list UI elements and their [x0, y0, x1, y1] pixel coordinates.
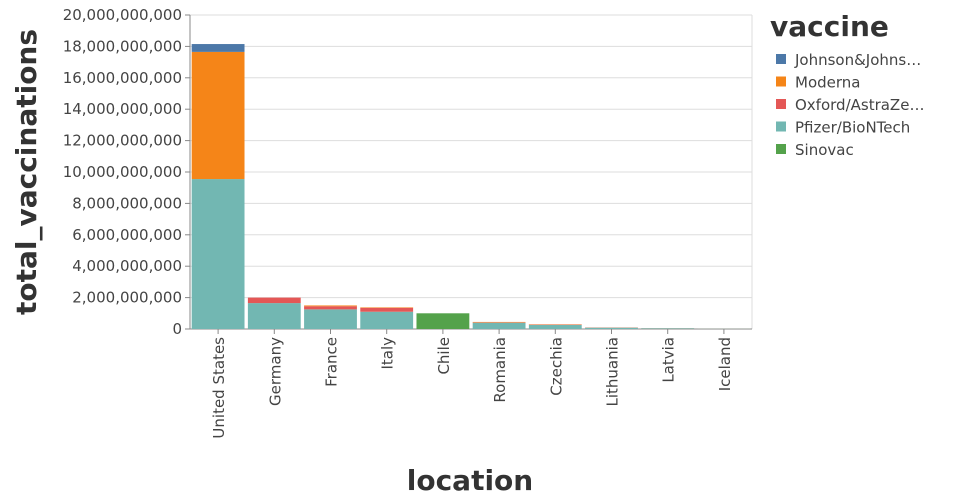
- y-axis-title: total_vaccinations: [10, 29, 43, 315]
- legend-swatch: [776, 76, 786, 87]
- bar-segment: [585, 327, 638, 329]
- legend-label: Moderna: [795, 74, 860, 92]
- x-tick-label: Latvia: [660, 337, 678, 383]
- legend-swatch: [776, 99, 786, 109]
- y-tick-label: 4,000,000,000: [72, 257, 182, 275]
- x-tick-label: Italy: [379, 337, 397, 370]
- bar-segment: [472, 322, 526, 329]
- bar-segment: [528, 324, 582, 329]
- legend-label: Sinovac: [795, 141, 854, 159]
- bar-segment: [191, 179, 245, 329]
- x-tick-label: Chile: [435, 337, 453, 375]
- y-tick-label: 0: [172, 320, 182, 338]
- bar-segment: [304, 306, 357, 310]
- y-tick-label: 10,000,000,000: [63, 163, 182, 181]
- bar-segment: [191, 44, 245, 52]
- x-tick-label: United States: [210, 337, 228, 439]
- bar-segment: [360, 311, 414, 329]
- legend-swatch: [776, 144, 786, 154]
- x-tick-label: Romania: [491, 337, 509, 403]
- legend-label: Johnson&Johns…: [794, 51, 921, 69]
- bar-segment: [641, 328, 695, 329]
- legend-label: Pfizer/BioNTech: [795, 119, 910, 137]
- bar-segment: [247, 297, 301, 304]
- y-tick-label: 16,000,000,000: [63, 69, 182, 87]
- x-axis-title: location: [407, 464, 533, 497]
- x-tick-label: Lithuania: [604, 337, 622, 406]
- legend-swatch: [776, 54, 786, 64]
- bar-segment: [416, 313, 470, 329]
- legend-label: Oxford/AstraZe…: [795, 96, 924, 114]
- y-tick-label: 18,000,000,000: [63, 37, 182, 55]
- y-tick-label: 6,000,000,000: [72, 226, 182, 244]
- bar-segment: [360, 307, 414, 312]
- y-tick-label: 2,000,000,000: [72, 289, 182, 307]
- y-tick-label: 14,000,000,000: [63, 100, 182, 118]
- bar-segment: [191, 51, 245, 180]
- legend-title: vaccine: [770, 10, 889, 43]
- bar-segment: [304, 309, 357, 329]
- x-tick-label: France: [323, 337, 341, 387]
- y-tick-label: 8,000,000,000: [72, 194, 182, 212]
- x-tick-label: Czechia: [547, 337, 565, 396]
- bar-segment: [304, 305, 357, 307]
- x-tick-label: Iceland: [716, 337, 734, 391]
- x-tick-label: Germany: [266, 337, 284, 406]
- y-tick-label: 20,000,000,000: [63, 6, 182, 24]
- legend-swatch: [776, 121, 786, 132]
- y-tick-label: 12,000,000,000: [63, 132, 182, 150]
- bar-segment: [247, 303, 301, 329]
